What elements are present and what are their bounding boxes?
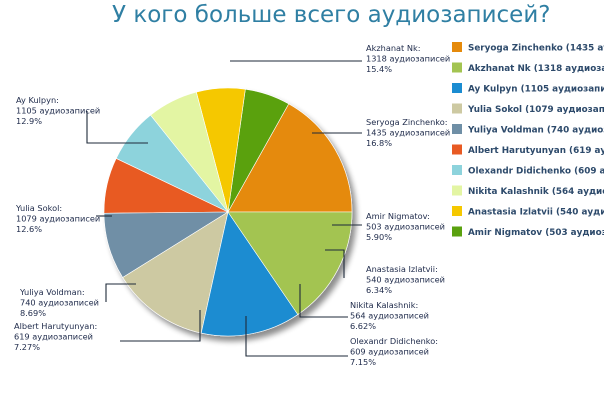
callout-label-line: 1318 аудиозаписей xyxy=(366,54,450,64)
legend: Seryoga Zinchenko (1435 аудиозаписей) Akz… xyxy=(452,42,604,238)
callout-label-line: 7.15% xyxy=(350,357,376,367)
callout-label-line: 1435 аудиозаписей xyxy=(366,128,450,138)
legend-label: Nikita Kalashnik (564 аудиозаписей) xyxy=(468,187,604,197)
legend-swatch xyxy=(452,62,462,73)
callout-label-line: 1079 аудиозаписей xyxy=(16,214,100,224)
callout-label-line: Amir Nigmatov: xyxy=(366,211,430,221)
legend-label: Yuliya Voldman (740 аудиозаписей) xyxy=(467,126,604,136)
pie-slice-yulia-sokol xyxy=(122,211,229,334)
callout-label-line: 16.8% xyxy=(366,138,392,148)
legend-label: Seryoga Zinchenko (1435 аудиозаписей) xyxy=(468,44,604,54)
callout-line-ay-kulpyn xyxy=(86,111,148,144)
callout-label-line: 503 аудиозаписей xyxy=(366,222,445,232)
callout-label-line: 6.34% xyxy=(366,285,392,295)
legend-label: Anastasia Izlatvii (540 аудиозаписей) xyxy=(468,208,604,218)
callout-label-line: Olexandr Didichenko: xyxy=(350,336,438,346)
callout-label-olexandr-didichenko: Olexandr Didichenko: 609 аудиозаписей 7.15… xyxy=(350,336,438,367)
legend-swatch xyxy=(452,226,462,237)
callout-label-seryoga-zinchenko: Seryoga Zinchenko: 1435 аудиозаписей 16.8% xyxy=(366,117,450,148)
callout-label-yuliya-voldman: Yuliya Voldman: 740 аудиозаписей 8.69% xyxy=(19,287,99,318)
callout-label-line: Yuliya Voldman: xyxy=(19,287,85,297)
callout-label-amir-nigmatov: Amir Nigmatov: 503 аудиозаписей 5.90% xyxy=(366,211,445,242)
callout-label-line: 15.4% xyxy=(366,64,392,74)
legend-label: Albert Harutyunyan (619 аудиозаписей) xyxy=(468,146,604,156)
legend-label: Akzhanat Nk (1318 аудиозаписей) xyxy=(468,64,604,74)
callout-label-line: Yulia Sokol: xyxy=(15,203,62,213)
legend-label: Ay Kulpyn (1105 аудиозаписей) xyxy=(468,85,604,95)
legend-swatch xyxy=(452,103,462,114)
callout-label-albert-harutyunyan: Albert Harutyunyan: 619 аудиозаписей 7.27% xyxy=(14,321,97,352)
legend-swatch xyxy=(452,42,462,52)
callout-label-akzhanat-nk: Akzhanat Nk: 1318 аудиозаписей 15.4% xyxy=(366,43,450,74)
callout-label-line: Akzhanat Nk: xyxy=(366,43,421,53)
callout-label-line: 619 аудиозаписей xyxy=(14,332,93,342)
pie-slice-akzhanat-nk xyxy=(227,211,353,315)
callout-label-line: 540 аудиозаписей xyxy=(366,275,445,285)
callout-label-nikita-kalashnik: Nikita Kalashnik: 564 аудиозаписей 6.62% xyxy=(350,300,429,331)
pie-slices xyxy=(103,87,353,337)
legend-swatch xyxy=(452,83,462,93)
legend-swatch xyxy=(452,144,462,155)
pie-slice-seryoga-zinchenko xyxy=(227,103,353,213)
pie-slice-ay-kulpyn xyxy=(200,211,299,337)
callout-labels: Seryoga Zinchenko: 1435 аудиозаписей 16.8%… xyxy=(14,43,450,367)
legend-swatch xyxy=(452,185,462,196)
legend-label: Amir Nigmatov (503 аудиозаписей) xyxy=(468,228,604,238)
callout-lines xyxy=(86,60,362,357)
chart-title: У кого больше всего аудиозаписей? xyxy=(112,2,551,28)
callout-label-line: 564 аудиозаписей xyxy=(350,311,429,321)
callout-label-line: 12.6% xyxy=(16,224,42,234)
callout-label-line: 1105 аудиозаписей xyxy=(16,106,100,116)
callout-label-line: 8.69% xyxy=(20,308,46,318)
callout-label-line: Seryoga Zinchenko: xyxy=(366,117,447,127)
callout-line-albert-harutyunyan xyxy=(120,310,201,342)
callout-line-yuliya-voldman xyxy=(105,283,136,302)
callout-line-nikita-kalashnik xyxy=(299,284,348,318)
callout-label-anastasia-izlatvii: Anastasia Izlatvii: 540 аудиозаписей 6.34% xyxy=(366,264,445,295)
callout-label-line: Nikita Kalashnik: xyxy=(350,300,418,310)
callout-line-olexandr-didichenko xyxy=(245,316,348,357)
callout-label-ay-kulpyn: Ay Kulpyn: 1105 аудиозаписей 12.9% xyxy=(16,95,100,126)
callout-label-line: Anastasia Izlatvii: xyxy=(366,264,438,274)
callout-label-line: Ay Kulpyn: xyxy=(16,95,59,105)
legend-label: Olexandr Didichenko (609 аудиозаписей) xyxy=(468,167,604,177)
callout-label-line: 740 аудиозаписей xyxy=(20,298,99,308)
legend-swatch xyxy=(452,206,462,216)
callout-label-line: 5.90% xyxy=(366,232,392,242)
legend-swatch xyxy=(452,165,462,175)
callout-label-yulia-sokol: Yulia Sokol: 1079 аудиозаписей 12.6% xyxy=(15,203,100,234)
legend-label: Yulia Sokol (1079 аудиозаписей) xyxy=(467,105,604,115)
legend-swatch xyxy=(452,124,462,134)
callout-line-anastasia-izlatvii xyxy=(325,249,345,278)
callout-label-line: 7.27% xyxy=(14,342,40,352)
callout-label-line: Albert Harutyunyan: xyxy=(14,321,97,331)
callout-label-line: 12.9% xyxy=(16,116,42,126)
callout-label-line: 609 аудиозаписей xyxy=(350,347,429,357)
callout-label-line: 6.62% xyxy=(350,321,376,331)
